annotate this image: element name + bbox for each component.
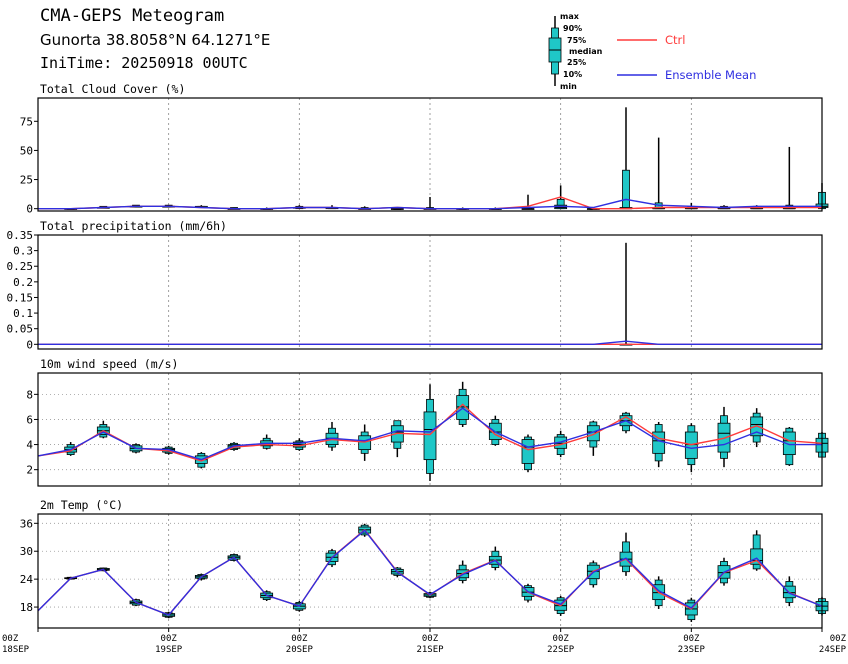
y-tick-label: 25 bbox=[20, 174, 33, 187]
mean-series-line bbox=[37, 529, 823, 616]
y-tick-label: 0.3 bbox=[13, 245, 33, 258]
y-tick-label: 0.1 bbox=[13, 307, 33, 320]
y-tick-label: 0.05 bbox=[7, 323, 34, 336]
y-tick-label: 0 bbox=[26, 338, 33, 351]
y-tick-label: 0.2 bbox=[13, 276, 33, 289]
x-tick-label-time: 00Z bbox=[553, 634, 570, 644]
x-tick-label-date: 20SEP bbox=[286, 645, 314, 655]
x-tick-label-time: 00Z bbox=[2, 634, 19, 644]
y-tick-label: 18 bbox=[20, 601, 33, 614]
panel-frame bbox=[37, 97, 823, 212]
x-tick-label-date: 21SEP bbox=[416, 645, 444, 655]
legend-ctrl-label: Ctrl bbox=[665, 33, 685, 47]
y-tick-label: 4 bbox=[26, 439, 33, 452]
chart-title: CMA-GEPS Meteogram bbox=[40, 6, 225, 26]
y-tick-label: 50 bbox=[20, 144, 33, 157]
y-tick-label: 0.25 bbox=[7, 260, 34, 273]
mean-series-line bbox=[37, 407, 822, 461]
mean-series-line bbox=[38, 340, 822, 345]
box-25-75 bbox=[521, 439, 535, 464]
y-tick-label: 75 bbox=[20, 115, 33, 128]
legend-box-label: max bbox=[560, 12, 580, 21]
y-tick-label: 2 bbox=[26, 464, 33, 477]
x-tick-label-date: 18SEP bbox=[2, 645, 30, 655]
box-25-75 bbox=[423, 411, 437, 461]
mean-series-line bbox=[38, 198, 822, 210]
x-tick-label-date: 19SEP bbox=[155, 645, 183, 655]
x-tick-label-date: 22SEP bbox=[547, 645, 575, 655]
y-tick-label: 6 bbox=[26, 413, 33, 426]
legend-box-label: 75% bbox=[567, 36, 586, 45]
init-time-label: IniTime: 20250918 00UTC bbox=[40, 54, 248, 72]
y-tick-label: 30 bbox=[20, 545, 33, 558]
legend-box-label: 90% bbox=[563, 24, 582, 33]
box-10-90 bbox=[622, 169, 630, 210]
x-tick-label-date: 24SEP bbox=[819, 645, 847, 655]
ctrl-series-line bbox=[37, 403, 823, 462]
y-tick-label: 0.15 bbox=[7, 291, 34, 304]
x-tick-label-date: 23SEP bbox=[678, 645, 706, 655]
x-tick-label-time: 00Z bbox=[161, 634, 178, 644]
ctrl-series-line bbox=[37, 528, 823, 616]
x-tick-label-time: 00Z bbox=[291, 634, 308, 644]
y-tick-label: 8 bbox=[26, 388, 33, 401]
panel-title: Total Cloud Cover (%) bbox=[40, 82, 185, 96]
x-tick-label-time: 00Z bbox=[683, 634, 700, 644]
panel-title: Total precipitation (mm/6h) bbox=[40, 219, 227, 233]
legend-box-label: median bbox=[569, 47, 603, 56]
legend-mean-label: Ensemble Mean bbox=[665, 68, 756, 82]
legend-box-label: min bbox=[560, 82, 577, 91]
x-tick-label-time: 00Z bbox=[422, 634, 439, 644]
y-tick-label: 0.35 bbox=[7, 229, 34, 242]
y-tick-label: 24 bbox=[20, 573, 34, 586]
y-tick-label: 0 bbox=[26, 203, 33, 216]
panel-frame bbox=[37, 372, 823, 487]
legend-box-label: 25% bbox=[567, 58, 586, 67]
box-25-75 bbox=[782, 431, 796, 456]
x-tick-label-time: 00Z bbox=[830, 634, 847, 644]
panel-title: 2m Temp (°C) bbox=[40, 498, 123, 512]
legend-box-label: 10% bbox=[563, 70, 582, 79]
y-tick-label: 36 bbox=[20, 517, 33, 530]
panel-title: 10m wind speed (m/s) bbox=[40, 357, 178, 371]
location-label: Gunorta 38.8058°N 64.1271°E bbox=[40, 31, 271, 49]
panel-frame bbox=[37, 234, 823, 350]
